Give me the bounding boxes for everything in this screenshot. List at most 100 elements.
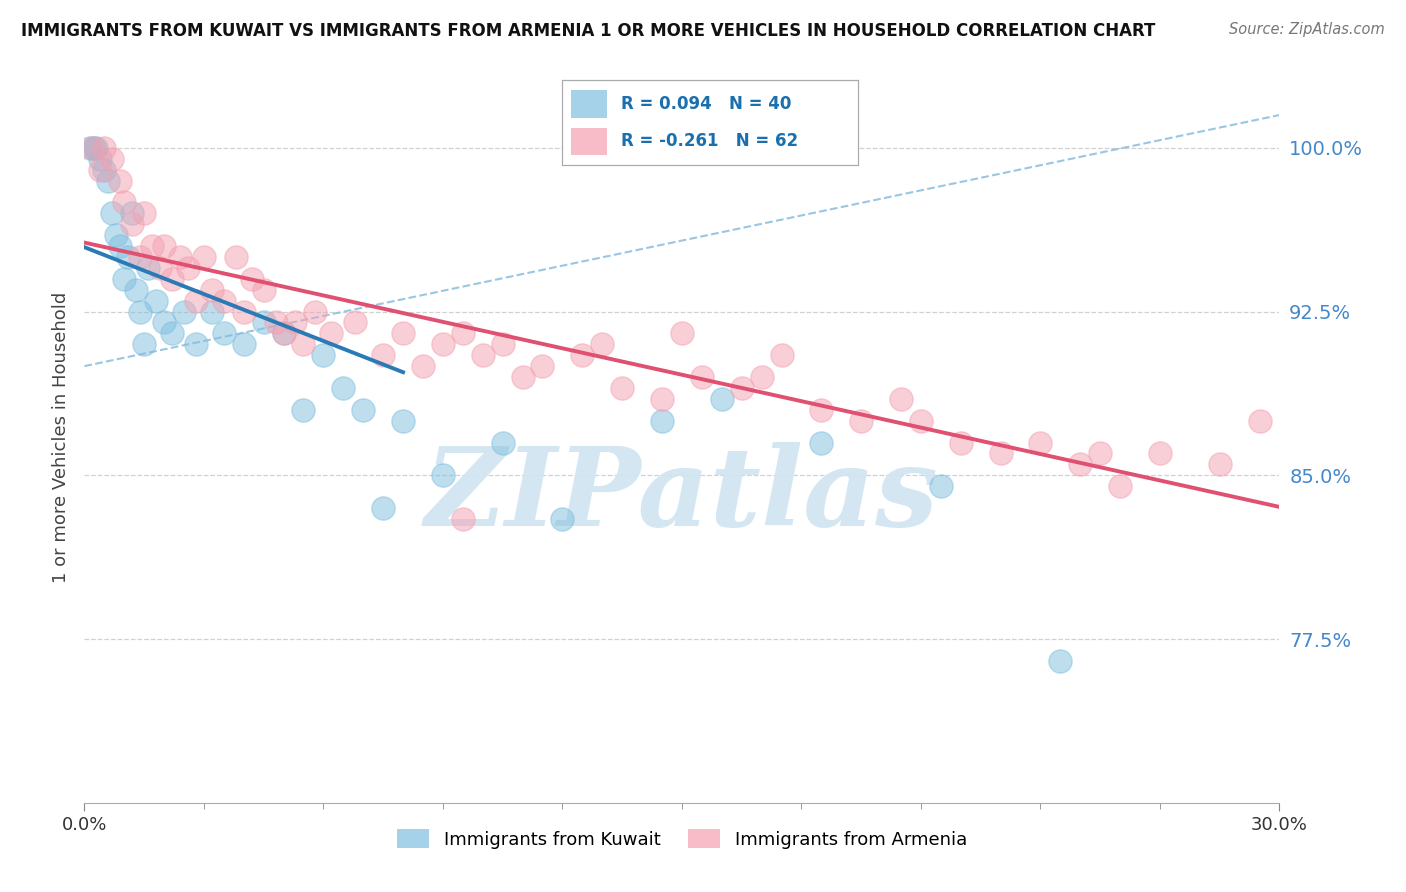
Point	[851, 414, 873, 428]
Point	[731, 381, 754, 395]
Point	[273, 326, 295, 341]
Point	[1249, 414, 1271, 428]
Point	[112, 195, 135, 210]
Point	[392, 414, 415, 428]
Point	[184, 293, 207, 308]
Point	[232, 337, 254, 351]
Point	[612, 381, 634, 395]
Point	[1049, 654, 1071, 668]
Point	[79, 141, 101, 155]
Point	[810, 435, 832, 450]
Point	[1029, 435, 1052, 450]
Point	[1109, 479, 1132, 493]
Point	[1209, 458, 1232, 472]
Point	[101, 152, 124, 166]
Point	[990, 446, 1012, 460]
Text: R = 0.094   N = 40: R = 0.094 N = 40	[621, 95, 792, 113]
Point	[551, 512, 574, 526]
Point	[292, 337, 315, 351]
Point	[212, 326, 235, 341]
Point	[89, 162, 111, 177]
Point	[86, 141, 108, 155]
Point	[125, 283, 148, 297]
Point	[344, 315, 367, 329]
Point	[770, 348, 793, 362]
Point	[153, 239, 176, 253]
Point	[373, 348, 395, 362]
Point	[93, 162, 115, 177]
Point	[149, 260, 172, 275]
Point	[651, 414, 673, 428]
Point	[160, 326, 183, 341]
Point	[352, 402, 374, 417]
Point	[451, 512, 474, 526]
Point	[432, 337, 454, 351]
Point	[392, 326, 415, 341]
Point	[93, 141, 115, 155]
Text: ZIPatlas: ZIPatlas	[425, 442, 939, 549]
Text: IMMIGRANTS FROM KUWAIT VS IMMIGRANTS FROM ARMENIA 1 OR MORE VEHICLES IN HOUSEHOL: IMMIGRANTS FROM KUWAIT VS IMMIGRANTS FRO…	[21, 22, 1156, 40]
Point	[1069, 458, 1091, 472]
Point	[82, 141, 104, 155]
Point	[240, 272, 263, 286]
Point	[129, 250, 152, 264]
Point	[97, 173, 120, 187]
Point	[571, 348, 593, 362]
Point	[710, 392, 733, 406]
Legend: Immigrants from Kuwait, Immigrants from Armenia: Immigrants from Kuwait, Immigrants from …	[389, 822, 974, 856]
Point	[273, 326, 295, 341]
Point	[129, 304, 152, 318]
Point	[890, 392, 912, 406]
Point	[373, 501, 395, 516]
Point	[201, 304, 224, 318]
Point	[105, 228, 128, 243]
Point	[321, 326, 343, 341]
Point	[132, 337, 156, 351]
Point	[512, 370, 534, 384]
Point	[145, 293, 167, 308]
Point	[169, 250, 191, 264]
Point	[177, 260, 200, 275]
Point	[531, 359, 554, 373]
Point	[184, 337, 207, 351]
Point	[110, 239, 132, 253]
Point	[690, 370, 713, 384]
Point	[471, 348, 494, 362]
Point	[232, 304, 254, 318]
Point	[810, 402, 832, 417]
Point	[83, 141, 105, 155]
Point	[132, 206, 156, 220]
Point	[225, 250, 247, 264]
Y-axis label: 1 or more Vehicles in Household: 1 or more Vehicles in Household	[52, 292, 70, 582]
Point	[112, 272, 135, 286]
Point	[89, 152, 111, 166]
Point	[284, 315, 307, 329]
Point	[1149, 446, 1171, 460]
Point	[212, 293, 235, 308]
Point	[153, 315, 176, 329]
Point	[1090, 446, 1112, 460]
Point	[193, 250, 215, 264]
Point	[671, 326, 693, 341]
FancyBboxPatch shape	[571, 128, 607, 155]
Point	[332, 381, 354, 395]
Point	[929, 479, 952, 493]
Point	[117, 250, 139, 264]
Point	[253, 315, 276, 329]
Text: R = -0.261   N = 62: R = -0.261 N = 62	[621, 132, 799, 150]
Point	[121, 206, 143, 220]
Point	[492, 435, 515, 450]
Point	[101, 206, 124, 220]
Point	[136, 260, 159, 275]
Point	[412, 359, 434, 373]
Point	[591, 337, 613, 351]
Point	[173, 304, 195, 318]
Point	[121, 217, 143, 231]
Point	[432, 468, 454, 483]
Point	[201, 283, 224, 297]
Point	[264, 315, 287, 329]
Point	[451, 326, 474, 341]
Point	[492, 337, 515, 351]
Point	[141, 239, 163, 253]
Point	[110, 173, 132, 187]
